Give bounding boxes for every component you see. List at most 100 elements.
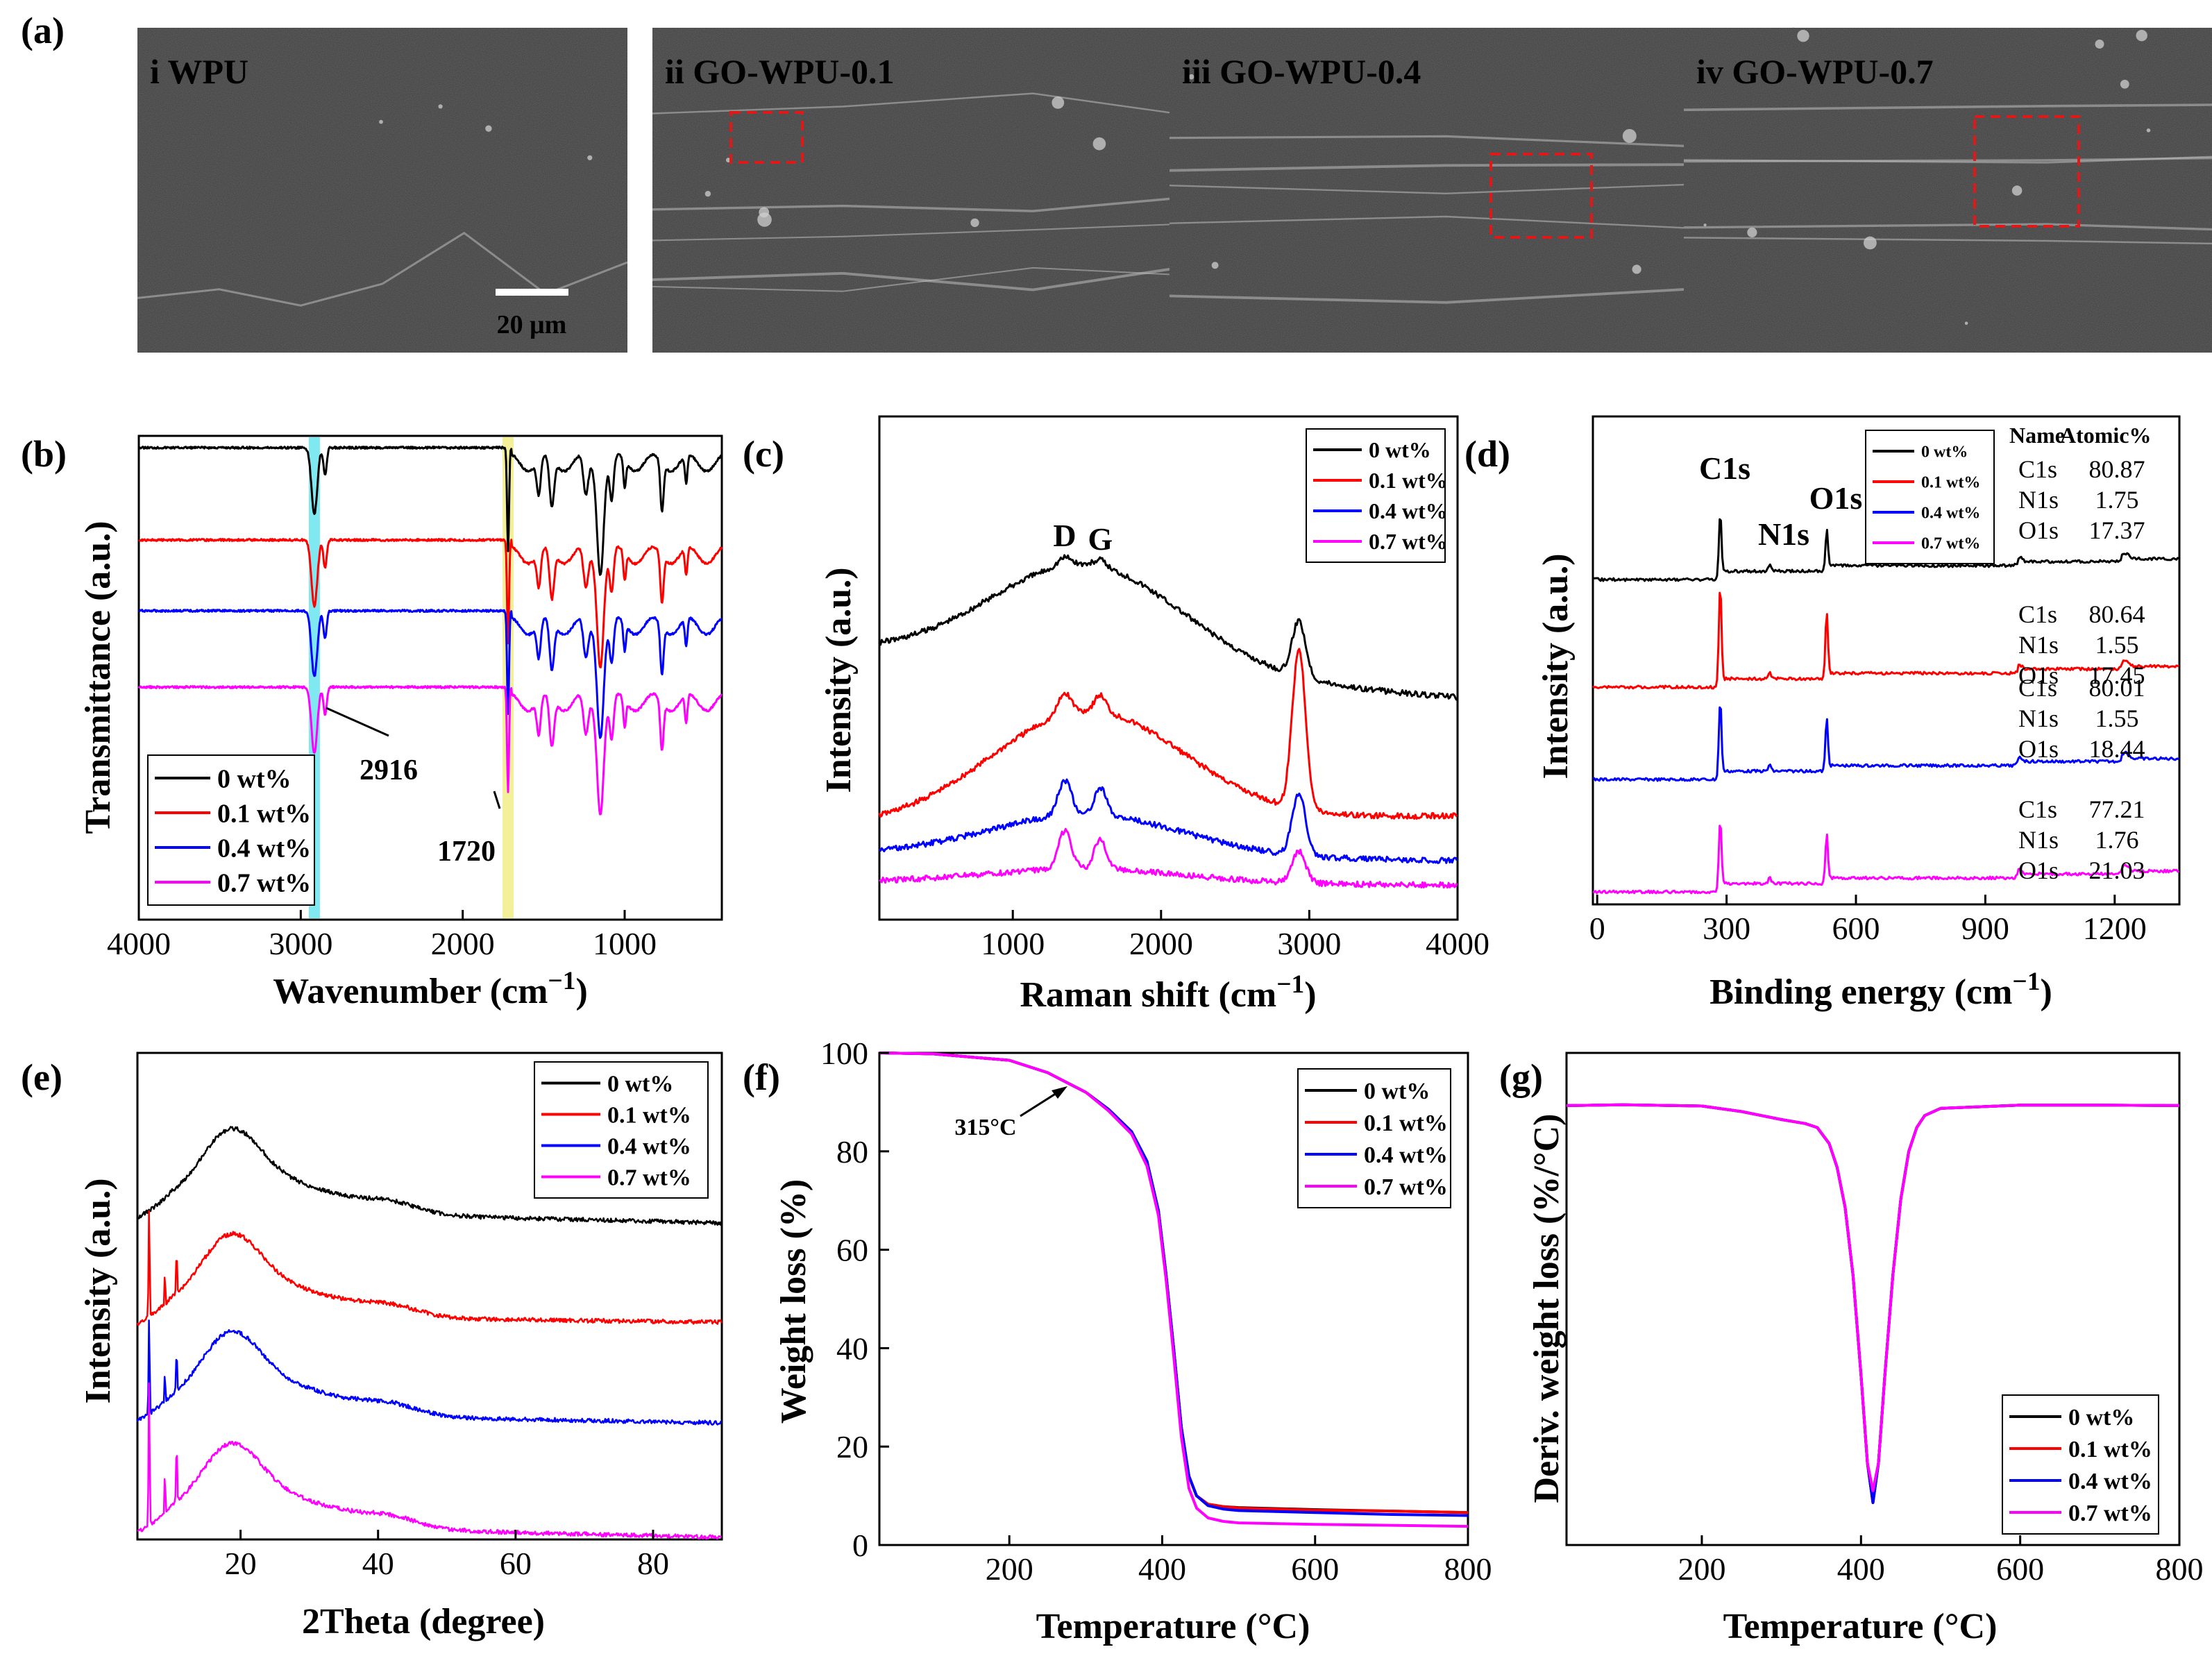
panel-label-e: (e) bbox=[21, 1056, 62, 1098]
sem-particle bbox=[1211, 262, 1219, 269]
x-tick-label: 3000 bbox=[1277, 926, 1341, 961]
panel-label-c: (c) bbox=[743, 433, 784, 475]
panel-label-b: (b) bbox=[21, 433, 67, 475]
plot-frame bbox=[136, 1052, 723, 1541]
series-line-2 bbox=[1592, 706, 2180, 782]
table-value: 1.75 bbox=[2095, 486, 2139, 514]
legend-label: 0.7 wt% bbox=[1369, 529, 1448, 554]
table-value: 21.03 bbox=[2089, 856, 2145, 884]
legend-label: 0.4 wt% bbox=[1369, 498, 1448, 523]
y-axis-label: Transmittance (a.u.) bbox=[78, 521, 118, 834]
table-element: N1s bbox=[2018, 826, 2059, 854]
x-tick-label: 1200 bbox=[2083, 911, 2147, 946]
series-line-0 bbox=[1593, 518, 2179, 582]
table-element: C1s bbox=[2018, 795, 2057, 823]
table-value: 80.87 bbox=[2089, 455, 2145, 483]
legend-label: 0.1 wt% bbox=[1921, 473, 1980, 491]
x-tick-label: 2000 bbox=[1129, 926, 1193, 961]
y-tick-label: 100 bbox=[820, 1036, 868, 1071]
series-line-2 bbox=[138, 609, 723, 739]
series-line-1 bbox=[1592, 591, 2179, 690]
table-element: N1s bbox=[2018, 631, 2059, 659]
y-tick-label: 40 bbox=[836, 1331, 868, 1366]
sem-particle bbox=[970, 218, 979, 228]
legend-label: 0.4 wt% bbox=[2068, 1469, 2152, 1494]
sem-particle bbox=[1747, 227, 1757, 237]
table-value: 17.45 bbox=[2089, 661, 2145, 689]
x-tick-label: 600 bbox=[1832, 911, 1880, 946]
y-axis-label: Intensity (a.u.) bbox=[819, 567, 859, 793]
y-tick-label: 20 bbox=[836, 1429, 868, 1464]
x-tick-label: 400 bbox=[1138, 1551, 1186, 1587]
x-tick-label: 4000 bbox=[1426, 926, 1489, 961]
series-line-0 bbox=[137, 1126, 723, 1226]
sem-image-iv: iv GO-WPU-0.720 μm bbox=[1683, 28, 2212, 353]
sem-particle bbox=[2120, 79, 2129, 89]
legend-label: 0 wt% bbox=[1921, 443, 1968, 461]
sem-particle bbox=[1092, 137, 1106, 151]
x-axis-label: 2Theta (degree) bbox=[302, 1602, 545, 1641]
plot-frame bbox=[1592, 415, 2181, 906]
y-tick-label: 80 bbox=[836, 1134, 868, 1170]
x-tick-label: 60 bbox=[500, 1546, 532, 1581]
panel-label-a: (a) bbox=[21, 10, 65, 51]
y-axis-label: Deriv. weight loss (%/°C) bbox=[1527, 1114, 1567, 1503]
panel-label-f: (f) bbox=[743, 1056, 780, 1098]
x-axis-label: Temperature (°C) bbox=[1723, 1607, 1998, 1646]
panel-f: 200 400 600 800 0 20 40 60 80 100 315°C 0 wt% 0.1 wt… bbox=[774, 1036, 1492, 1646]
sem-title: iii GO-WPU-0.4 bbox=[1182, 52, 1421, 91]
annotation-1720: 1720 bbox=[437, 836, 496, 868]
legend-label: 0.4 wt% bbox=[1364, 1142, 1448, 1168]
x-axis-label: Raman shift (cm−1) bbox=[1020, 970, 1316, 1015]
series-line-3 bbox=[137, 1382, 723, 1540]
plot-frame bbox=[878, 1052, 1469, 1546]
series-line-1 bbox=[136, 1210, 723, 1326]
x-tick-label: 3000 bbox=[269, 926, 332, 961]
legend-label: 0 wt% bbox=[2068, 1405, 2134, 1430]
sem-particle bbox=[2011, 185, 2023, 196]
x-tick-label: 4000 bbox=[107, 926, 171, 961]
y-tick-label: 0 bbox=[852, 1528, 868, 1563]
plot-frame bbox=[1565, 1052, 2181, 1546]
sem-texture bbox=[137, 28, 627, 353]
table-element: C1s bbox=[2018, 674, 2057, 702]
x-tick-label: 1000 bbox=[981, 926, 1045, 961]
legend-label: 0 wt% bbox=[1369, 437, 1431, 462]
series-line-3 bbox=[1592, 825, 2180, 895]
x-axis-label: Wavenumber (cm−1) bbox=[273, 967, 588, 1012]
sem-wrinkle bbox=[1683, 157, 2212, 163]
sem-title: i WPU bbox=[150, 52, 248, 91]
table-element: O1s bbox=[2018, 661, 2059, 689]
series-line-2 bbox=[878, 778, 1458, 864]
peak-label-N1s: N1s bbox=[1758, 516, 1809, 552]
x-tick-label: 80 bbox=[637, 1546, 669, 1581]
sem-particle bbox=[1622, 128, 1637, 143]
legend-label: 0.1 wt% bbox=[2068, 1437, 2152, 1462]
legend-box bbox=[1297, 1068, 1451, 1208]
scale-label: 20 μm bbox=[497, 310, 567, 339]
sem-particle bbox=[587, 155, 593, 160]
sem-wrinkle bbox=[1683, 223, 2212, 231]
x-tick-label: 1000 bbox=[593, 926, 657, 961]
series-line-3 bbox=[137, 685, 723, 816]
sem-particle bbox=[2146, 128, 2151, 133]
sem-wrinkle bbox=[1683, 103, 2212, 112]
x-tick-label: 0 bbox=[1589, 911, 1605, 946]
sem-particle bbox=[485, 125, 492, 132]
legend-label: 0.7 wt% bbox=[607, 1165, 691, 1190]
sem-particle bbox=[2136, 30, 2147, 42]
legend-label: 0 wt% bbox=[607, 1071, 673, 1097]
y-tick-label: 60 bbox=[836, 1233, 868, 1268]
x-tick-label: 400 bbox=[1837, 1551, 1885, 1587]
plot-frame bbox=[878, 415, 1459, 921]
series-line-1 bbox=[138, 538, 723, 668]
y-axis-label: Intensity (a.u.) bbox=[1536, 553, 1576, 779]
table-element: O1s bbox=[2018, 516, 2059, 544]
panel-c: 1000 2000 3000 4000 D G 0 wt% 0.1 wt% 0.4 wt% 0.7… bbox=[819, 415, 1489, 1015]
sem-particle bbox=[1188, 74, 1194, 80]
arrow-1720 bbox=[493, 791, 501, 809]
sem-title: ii GO-WPU-0.1 bbox=[665, 52, 895, 91]
table-element: N1s bbox=[2018, 704, 2059, 732]
